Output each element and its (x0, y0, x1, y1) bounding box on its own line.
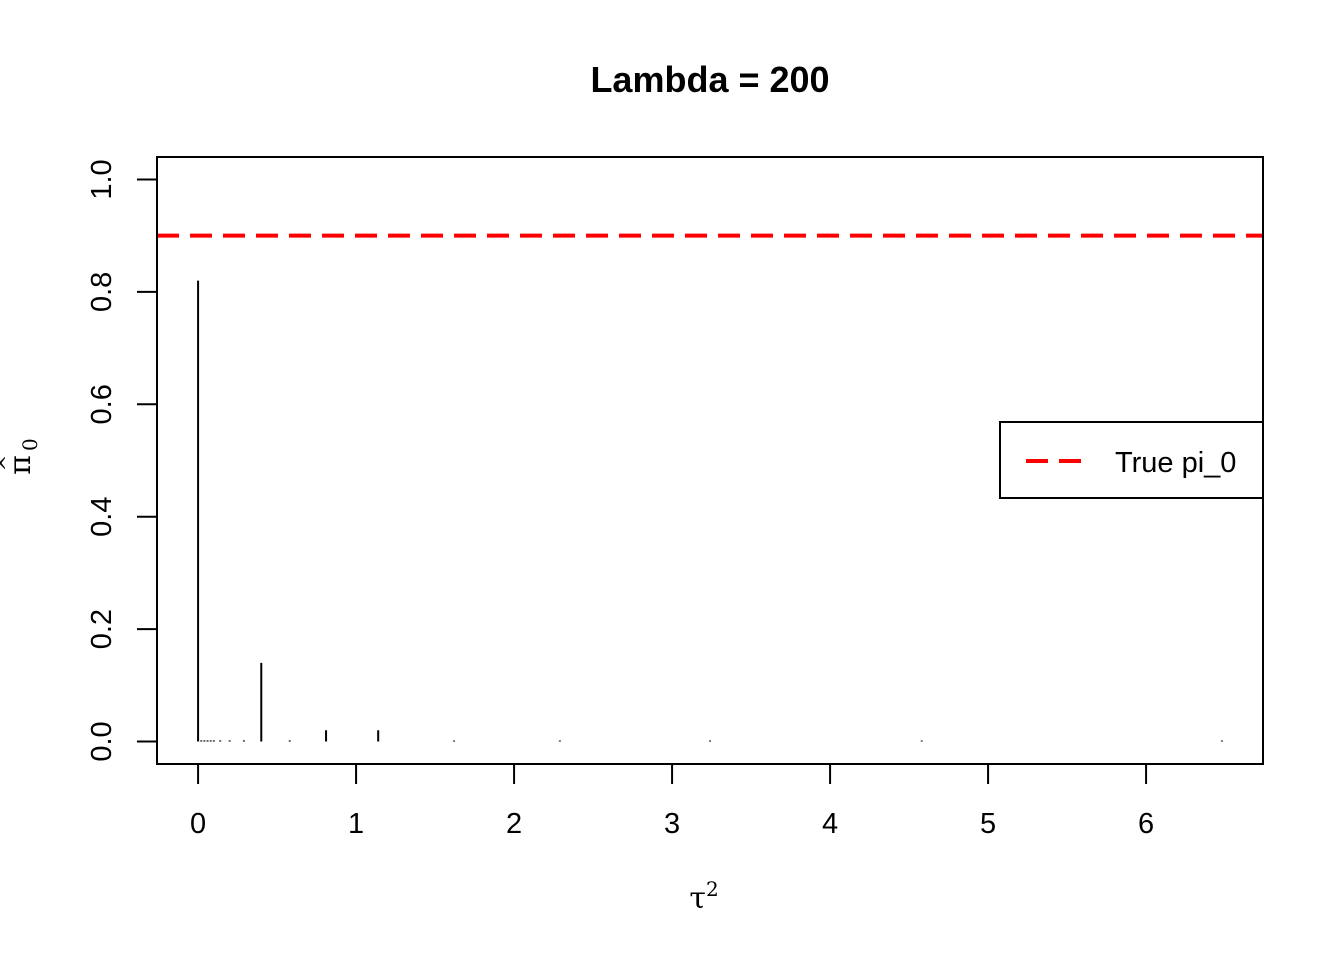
x-axis-label: τ2 (689, 877, 718, 916)
bars-group (197, 280, 1223, 742)
x-axis-label-symbol: τ (689, 881, 706, 916)
y-tick-label: 0.2 (86, 609, 118, 649)
x-tick-label: 4 (822, 808, 838, 840)
y-axis-label-symbol: π (3, 455, 38, 475)
x-tick-label: 3 (664, 808, 680, 840)
x-tick-label: 2 (506, 808, 522, 840)
y-axis-label: π ^ 0 (0, 438, 42, 475)
y-axis-label-accent: ^ (0, 455, 19, 472)
chart-title: Lambda = 200 (590, 59, 829, 100)
x-tick-label: 6 (1138, 808, 1154, 840)
y-tick-label: 1.0 (86, 159, 118, 199)
x-tick-label: 0 (190, 808, 206, 840)
legend-label-true-pi0: True pi_0 (1115, 447, 1236, 479)
y-tick-label: 0.8 (86, 272, 118, 312)
x-tick-label: 1 (348, 808, 364, 840)
y-tick-label: 0.0 (86, 721, 118, 761)
x-axis: 0 1 2 3 4 5 6 (190, 763, 1154, 840)
y-tick-label: 0.4 (86, 497, 118, 537)
y-tick-label: 0.6 (86, 384, 118, 424)
y-axis-label-subscript: 0 (18, 438, 42, 451)
x-tick-label: 5 (980, 808, 996, 840)
x-axis-label-superscript: 2 (706, 877, 719, 901)
y-axis: 0.0 0.2 0.4 0.6 0.8 1.0 (86, 159, 158, 762)
legend: True pi_0 (999, 421, 1264, 499)
